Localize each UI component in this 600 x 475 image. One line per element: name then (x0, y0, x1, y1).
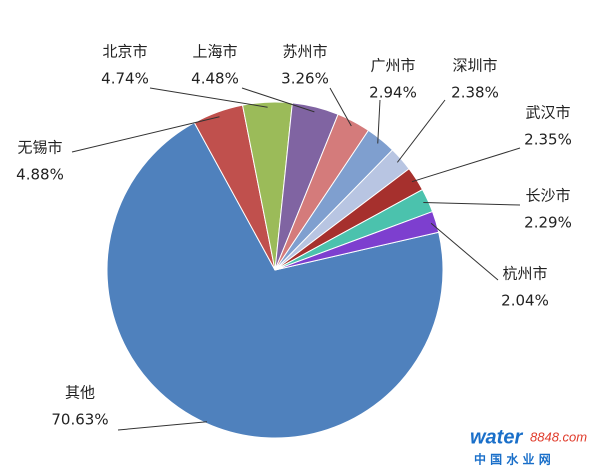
leader-line (396, 99, 446, 163)
value-label: 70.63% (51, 411, 108, 429)
value-label: 2.04% (501, 292, 549, 310)
pie-slice (106, 121, 444, 439)
watermark-brand: water (470, 426, 523, 448)
category-label: 其他 (65, 384, 95, 402)
value-label: 4.48% (191, 70, 239, 88)
pie (106, 101, 444, 439)
pie-slice (274, 210, 440, 271)
value-label: 2.29% (524, 214, 572, 232)
category-label: 上海市 (192, 43, 237, 61)
value-label: 3.26% (281, 70, 329, 88)
value-label: 4.88% (16, 166, 64, 184)
category-label: 杭州市 (502, 265, 547, 283)
category-label: 武汉市 (525, 104, 570, 122)
value-label: 2.35% (524, 131, 572, 149)
leader-line (149, 87, 268, 108)
category-label: 长沙市 (525, 187, 570, 205)
category-label: 广州市 (370, 57, 415, 75)
value-label: 2.94% (369, 84, 417, 102)
leader-line (377, 99, 381, 144)
watermark-subtitle: 中 国 水 业 网 (474, 452, 551, 467)
leader-line (329, 87, 352, 127)
category-label: 苏州市 (282, 43, 327, 61)
value-label: 2.38% (451, 84, 499, 102)
watermark-domain: 8848.com (530, 429, 587, 444)
leader-line (117, 421, 208, 431)
value-label: 4.74% (101, 70, 149, 88)
labels: 其他 70.63% 无锡市 4.88% 北京市 4.74% 上海市 4.48% 苏州市 3.26%… (16, 43, 572, 431)
category-label: 深圳市 (452, 57, 497, 75)
leader-line (430, 222, 499, 281)
leader-line (241, 87, 315, 113)
leader-line (423, 202, 521, 206)
leader-line (411, 147, 521, 183)
leader-line (71, 116, 220, 153)
category-label: 北京市 (102, 43, 147, 61)
category-label: 无锡市 (17, 139, 62, 157)
